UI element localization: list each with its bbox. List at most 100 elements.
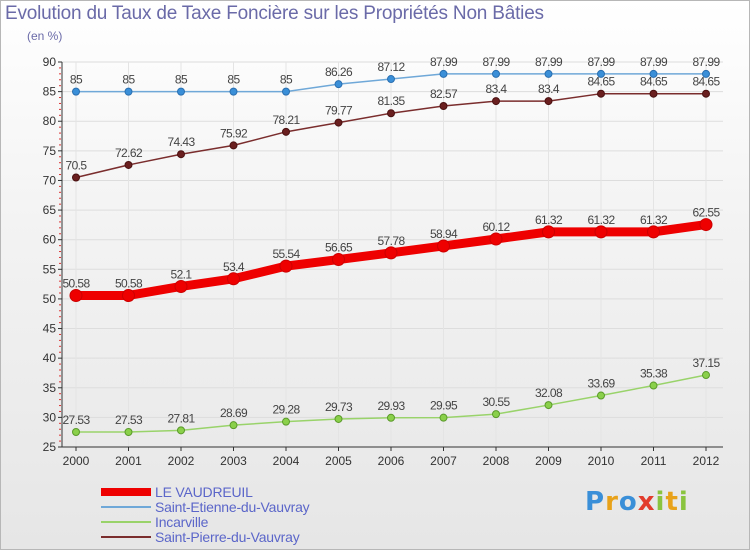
data-point: [702, 371, 710, 380]
data-point: [594, 225, 608, 239]
data-point: [647, 225, 660, 239]
y-tick-label: 30: [43, 410, 57, 424]
data-label: 86.26: [325, 65, 353, 79]
data-label: 27.53: [115, 413, 143, 427]
data-point: [282, 87, 290, 96]
legend-label: LE VAUDREUIL: [155, 484, 253, 500]
data-point: [597, 391, 605, 400]
data-point: [229, 421, 238, 430]
data-label: 87.99: [482, 55, 510, 69]
data-point: [177, 150, 185, 159]
data-point: [229, 141, 238, 150]
data-point: [72, 428, 80, 437]
data-label: 72.62: [115, 146, 143, 160]
data-label: 55.54: [272, 247, 300, 261]
data-label: 35.38: [640, 367, 668, 381]
data-point: [332, 253, 345, 267]
data-label: 85: [280, 73, 293, 87]
data-label: 79.77: [325, 104, 353, 118]
data-point: [439, 102, 448, 111]
data-point: [69, 288, 83, 302]
legend-swatch: [101, 536, 151, 538]
data-label: 29.93: [377, 399, 405, 413]
data-label: 83.4: [486, 82, 508, 96]
data-label: 27.81: [167, 411, 195, 425]
data-point: [279, 259, 293, 273]
data-point: [544, 69, 553, 78]
x-tick-label: 2002: [168, 454, 195, 468]
data-label: 61.32: [640, 213, 668, 227]
brand-letter: t: [665, 487, 679, 517]
data-label: 29.73: [325, 400, 353, 414]
data-label: 82.57: [430, 87, 458, 101]
data-point: [124, 87, 133, 96]
data-label: 33.69: [587, 377, 615, 391]
unit-label: (en %): [27, 29, 63, 43]
data-label: 85: [70, 73, 83, 87]
data-label: 83.4: [538, 82, 560, 96]
x-tick-label: 2000: [63, 454, 90, 468]
data-label: 50.58: [62, 276, 90, 290]
x-tick-label: 2006: [378, 454, 405, 468]
data-label: 57.78: [377, 234, 405, 248]
data-label: 70.5: [66, 159, 88, 173]
data-point: [124, 160, 133, 169]
data-label: 84.65: [692, 75, 720, 89]
data-point: [544, 401, 553, 410]
x-tick-label: 2012: [693, 454, 720, 468]
x-tick-label: 2010: [588, 454, 615, 468]
data-point: [699, 218, 713, 232]
brand-letter: i: [678, 487, 689, 517]
brand-logo: Proxiti: [585, 487, 689, 517]
x-tick-label: 2007: [430, 454, 457, 468]
data-point: [597, 69, 605, 78]
data-label: 32.08: [535, 386, 563, 400]
data-label: 84.65: [640, 75, 668, 89]
data-label: 61.32: [587, 213, 615, 227]
y-tick-label: 75: [43, 144, 57, 158]
data-point: [177, 87, 185, 96]
brand-letter: r: [605, 487, 619, 517]
data-label: 60.12: [482, 220, 510, 234]
legend-swatch: [101, 521, 151, 523]
y-tick-label: 55: [43, 262, 57, 276]
data-point: [227, 272, 240, 286]
data-label: 61.32: [535, 213, 563, 227]
data-point: [437, 239, 450, 253]
data-label: 87.99: [587, 55, 615, 69]
brand-letter: x: [637, 487, 656, 517]
data-point: [124, 428, 133, 437]
y-tick-label: 45: [43, 322, 57, 336]
data-label: 29.28: [272, 403, 300, 417]
data-label: 62.55: [692, 206, 720, 220]
data-point: [702, 89, 710, 98]
data-label: 85: [227, 73, 240, 87]
data-point: [387, 109, 395, 118]
data-label: 53.4: [223, 260, 245, 274]
x-tick-label: 2005: [325, 454, 352, 468]
data-label: 78.21: [272, 113, 300, 127]
x-tick-label: 2001: [115, 454, 142, 468]
x-tick-label: 2009: [535, 454, 562, 468]
data-point: [177, 426, 185, 435]
data-point: [387, 75, 395, 84]
data-label: 87.99: [692, 55, 720, 69]
legend-swatch: [101, 488, 151, 496]
data-point: [334, 80, 343, 89]
y-tick-label: 25: [43, 440, 57, 454]
data-point: [492, 97, 500, 106]
data-point: [72, 87, 80, 96]
brand-letter: P: [585, 487, 606, 517]
data-label: 29.95: [430, 399, 458, 413]
data-point: [229, 87, 238, 96]
data-point: [122, 288, 135, 302]
y-tick-label: 50: [43, 292, 57, 306]
line-chart: 25 30 35 40 45 50 55 60 65 70 75 80 85 90 2000 2001 2002…: [43, 55, 723, 468]
y-tick-label: 40: [43, 351, 57, 365]
data-point: [702, 69, 710, 78]
data-label: 87.99: [430, 55, 458, 69]
data-point: [597, 89, 605, 98]
data-point: [439, 413, 448, 422]
y-tick-label: 65: [43, 203, 57, 217]
